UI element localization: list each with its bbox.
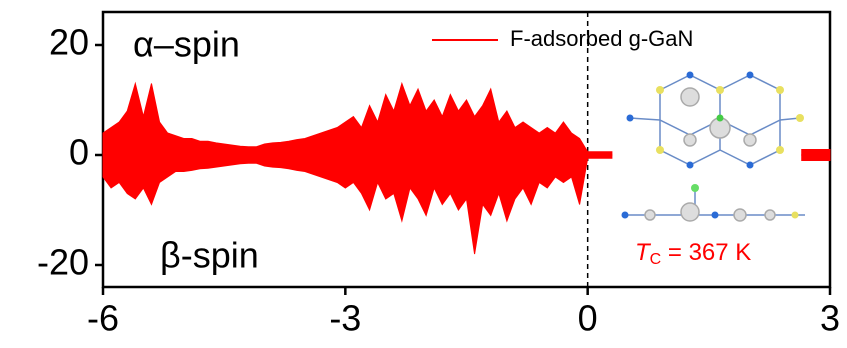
- legend-label: F-adsorbed g-GaN: [510, 26, 693, 51]
- x-tick-label: -6: [87, 298, 119, 339]
- tc-subscript: C: [650, 251, 662, 268]
- y-tick-label: -20: [37, 242, 89, 283]
- y-tick-label: 0: [69, 132, 89, 173]
- alpha-label: α–spin: [133, 24, 240, 65]
- tc-label: TC = 367 K: [635, 239, 751, 268]
- x-tick-label: 0: [578, 298, 598, 339]
- chart: F-adsorbed g-GaN 3 0 -3 -6 20 0 -20 α–spin β-sp…: [0, 0, 847, 348]
- x-tick-label: -3: [329, 298, 361, 339]
- x-tick-label: 3: [820, 298, 840, 339]
- tc-value: = 367 K: [661, 239, 751, 266]
- beta-label: β-spin: [160, 235, 259, 276]
- structure-inset: [622, 72, 806, 222]
- y-tick-label: 20: [49, 22, 89, 63]
